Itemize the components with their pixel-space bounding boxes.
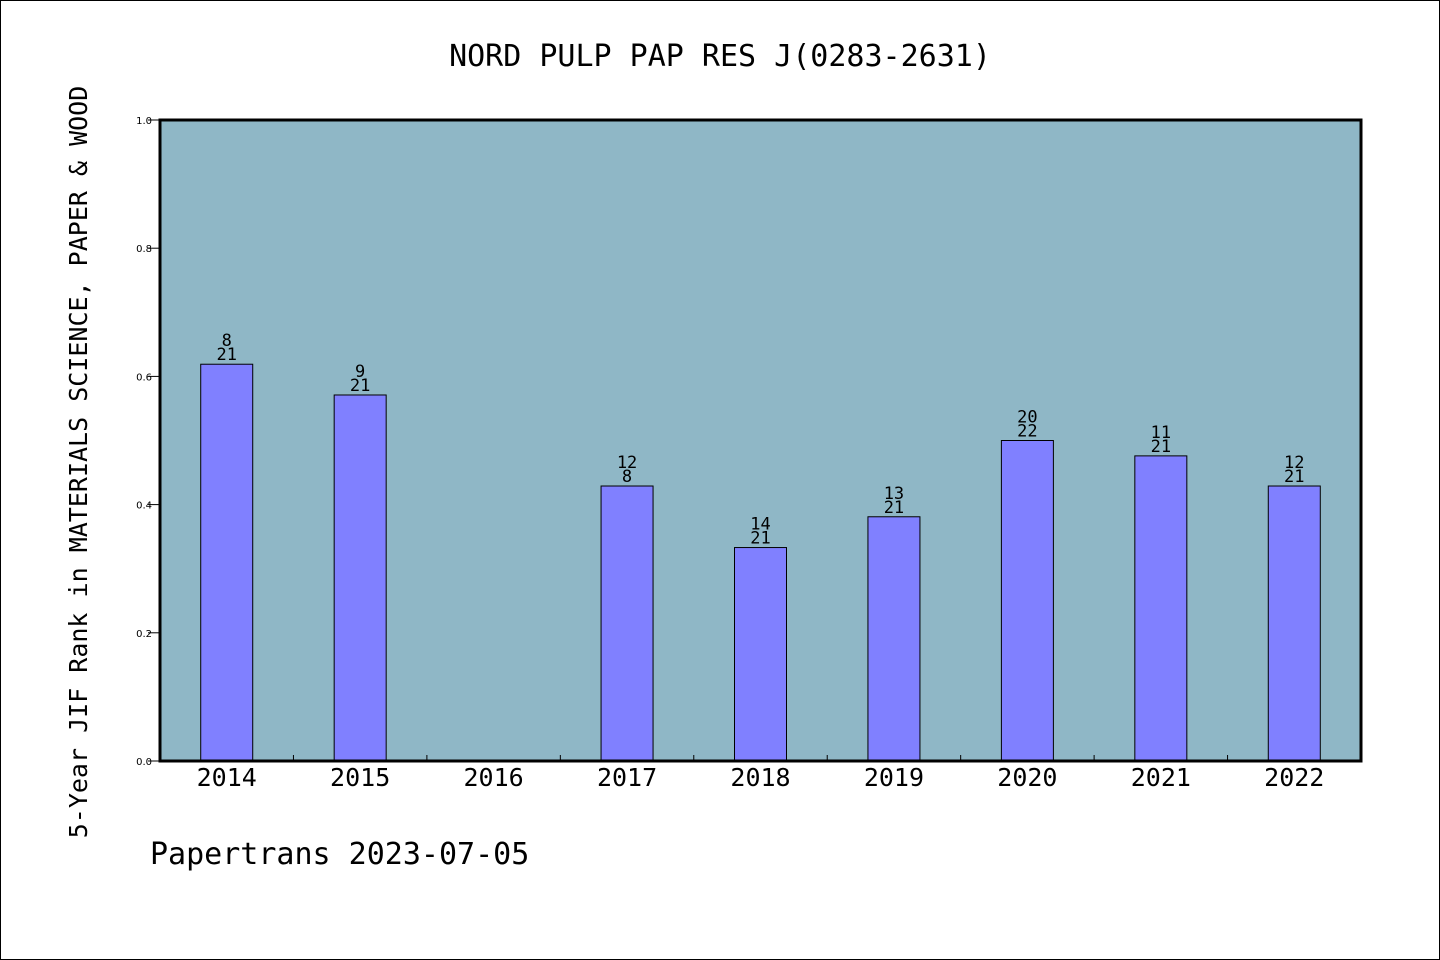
bar-rank-label-2019: 13	[884, 484, 904, 504]
x-tick-label-2017: 2017	[597, 763, 657, 792]
footer-text: Papertrans 2023-07-05	[150, 837, 529, 872]
plot-border	[158, 118, 1363, 763]
bar-total-label-2014: 21	[216, 345, 236, 365]
x-tick-label-2019: 2019	[864, 763, 924, 792]
y-tick-label-1.0: 1.0	[136, 116, 152, 127]
bars-layer	[200, 363, 1321, 762]
x-axis: 2014 2015 2016 2017 2018 2019 2020 2021 2022	[197, 755, 1324, 792]
x-tick-label-2020: 2020	[997, 763, 1057, 792]
bar-rank-label-2021: 11	[1151, 423, 1171, 443]
y-tick-label-0.4: 0.4	[136, 501, 152, 512]
bar-total-label-2018: 21	[750, 529, 770, 549]
y-tick-label-0.2: 0.2	[136, 629, 152, 640]
bar-total-label-2015: 21	[350, 376, 370, 396]
chart-title: NORD PULP PAP RES J(0283-2631)	[449, 39, 991, 74]
bar-rank-label-2017: 12	[617, 453, 637, 473]
x-tick-label-2018: 2018	[730, 763, 790, 792]
bar-2014	[200, 363, 254, 762]
bar-total-label-2017: 8	[622, 467, 632, 487]
bar-2021	[1134, 455, 1188, 762]
bar-rank-label-2022: 12	[1284, 453, 1304, 473]
bar-total-label-2021: 21	[1151, 437, 1171, 457]
bar-2017	[600, 485, 654, 762]
bar-2018	[734, 547, 787, 762]
x-tick-label-2016: 2016	[464, 763, 524, 792]
y-tick-label-0.6: 0.6	[136, 372, 152, 383]
bar-2019	[867, 516, 921, 762]
bar-total-label-2019: 21	[884, 498, 904, 518]
bar-rank-label-2014: 8	[222, 331, 232, 351]
bar-total-label-2020: 22	[1017, 422, 1037, 442]
y-axis: 0.0 0.2 0.4 0.6 0.8 1.0	[136, 116, 160, 768]
x-tick-label-2014: 2014	[197, 763, 257, 792]
x-tick-label-2021: 2021	[1131, 763, 1191, 792]
bar-2020	[1000, 440, 1054, 762]
y-tick-label-0.0: 0.0	[136, 757, 152, 768]
x-tick-label-2022: 2022	[1264, 763, 1324, 792]
bar-rank-label-2020: 20	[1017, 408, 1037, 428]
x-tick-label-2015: 2015	[330, 763, 390, 792]
bar-2022	[1267, 485, 1321, 762]
bar-rank-label-2018: 14	[750, 515, 770, 535]
y-axis-label: 5-Year JIF Rank in MATERIALS SCIENCE, PA…	[64, 86, 93, 839]
bar-rank-label-2015: 9	[355, 362, 365, 382]
y-tick-label-0.8: 0.8	[136, 244, 152, 255]
bar-total-label-2022: 21	[1284, 467, 1304, 487]
bar-2015	[333, 394, 387, 762]
